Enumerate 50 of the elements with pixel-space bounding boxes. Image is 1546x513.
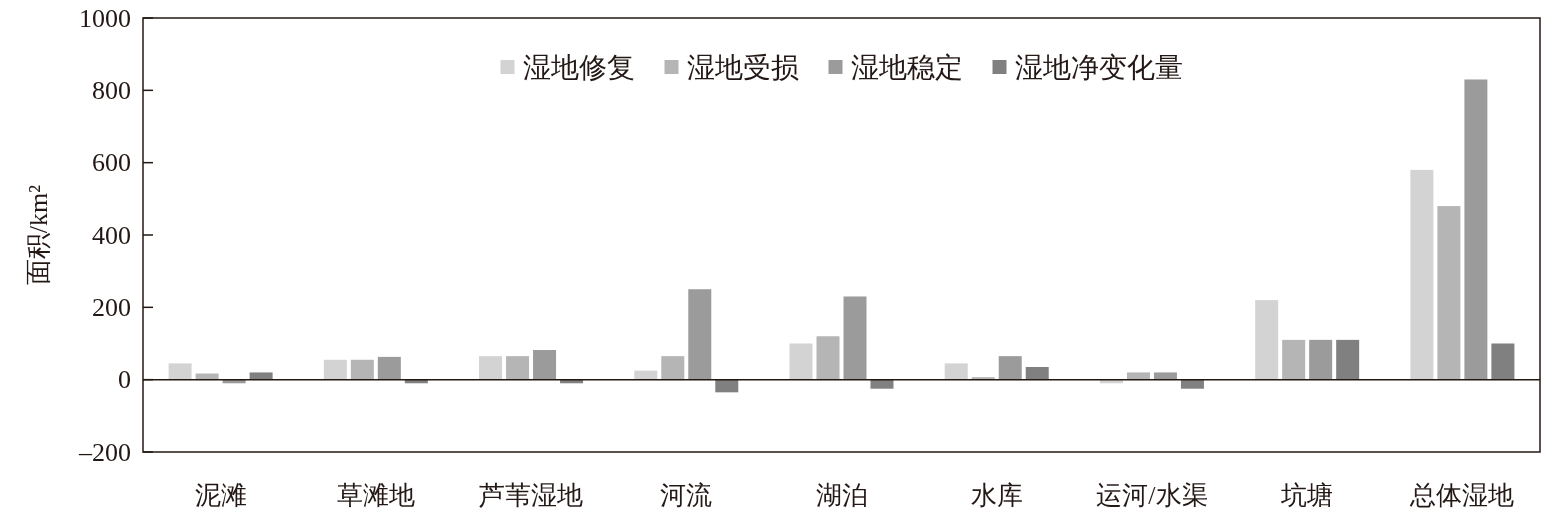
bar: [1126, 372, 1150, 380]
bar: [1255, 300, 1279, 380]
y-tick-label: 1000: [79, 3, 131, 33]
y-tick-label: 400: [92, 220, 131, 250]
bar: [1491, 343, 1515, 380]
x-tick-label: 坑塘: [1280, 480, 1334, 510]
legend-label: 湿地稳定: [850, 51, 963, 83]
bar: [1437, 206, 1461, 380]
x-tick-label: 水库: [970, 480, 1023, 510]
bar: [533, 350, 557, 380]
bar: [944, 363, 968, 380]
x-tick-label: 运河/水渠: [1096, 480, 1208, 510]
x-tick-label: 总体湿地: [1409, 480, 1515, 510]
bar: [870, 379, 894, 389]
bar: [1180, 379, 1204, 389]
bar: [816, 336, 840, 380]
bar: [323, 359, 347, 380]
bar: [1309, 339, 1333, 380]
bar: [479, 356, 503, 380]
legend-label: 湿地净变化量: [1014, 51, 1183, 83]
bar: [1336, 339, 1360, 380]
x-tick-label: 湖泊: [815, 480, 868, 510]
bar: [168, 363, 192, 380]
bar: [998, 356, 1022, 380]
bar: [688, 289, 712, 380]
x-tick-label: 芦苇湿地: [479, 480, 584, 510]
bar: [249, 372, 273, 380]
x-tick-label: 草滩地: [336, 480, 415, 510]
y-tick-label: 200: [92, 292, 131, 322]
x-tick-label: 河流: [660, 480, 713, 510]
x-tick-label: 泥滩: [194, 480, 247, 510]
y-tick-label: 0: [118, 365, 131, 395]
bar: [661, 356, 685, 380]
y-tick-label: 600: [92, 148, 131, 178]
bar: [506, 356, 530, 380]
y-tick-label: –200: [78, 437, 131, 467]
y-axis-title: 面积/km²: [23, 184, 53, 286]
bar: [1282, 339, 1306, 380]
bar: [789, 343, 813, 380]
bar: [1153, 372, 1177, 380]
y-tick-label: 800: [92, 75, 131, 105]
bar: [843, 296, 867, 380]
bar: [715, 379, 739, 393]
legend-label: 湿地受损: [686, 51, 799, 83]
bar: [1025, 367, 1049, 380]
bar: [350, 359, 374, 380]
bar: [1464, 79, 1488, 380]
bar: [1410, 169, 1434, 380]
bar: [377, 356, 401, 380]
legend-label: 湿地修复: [522, 51, 635, 83]
